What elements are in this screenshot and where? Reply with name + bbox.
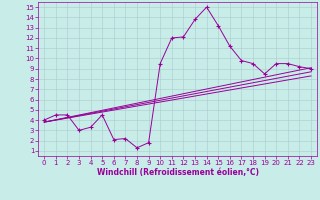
- X-axis label: Windchill (Refroidissement éolien,°C): Windchill (Refroidissement éolien,°C): [97, 168, 259, 177]
